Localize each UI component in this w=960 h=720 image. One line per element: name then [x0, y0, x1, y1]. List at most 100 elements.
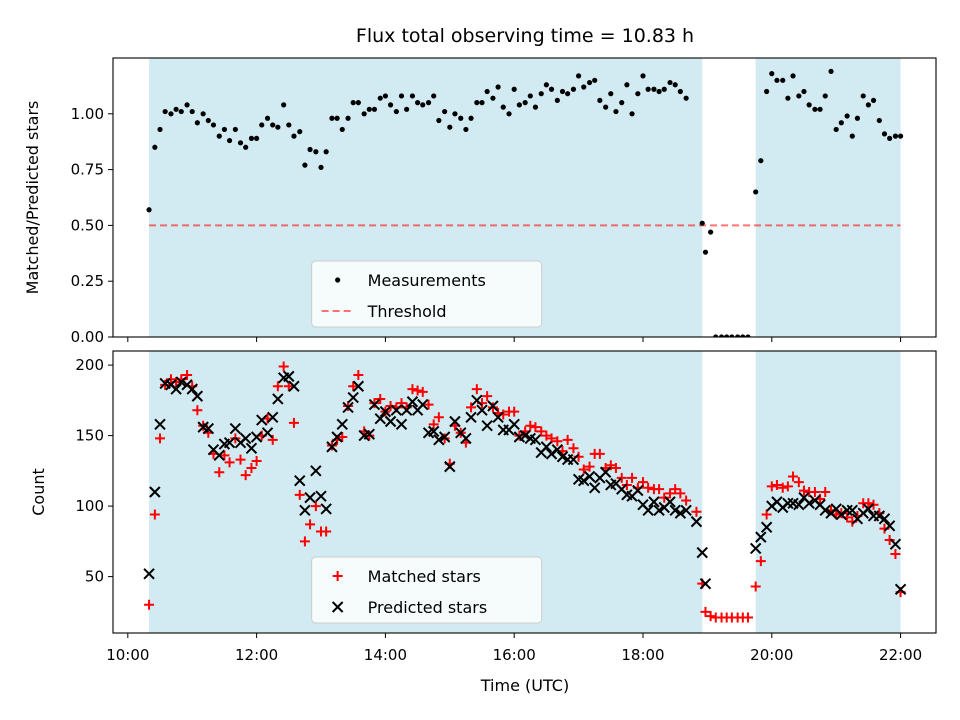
data-point	[246, 463, 257, 474]
data-point	[294, 489, 305, 500]
data-point	[648, 496, 660, 508]
data-point	[286, 122, 292, 128]
data-point	[329, 115, 335, 121]
data-point	[619, 100, 625, 106]
legend-marker	[332, 571, 343, 581]
data-point	[342, 401, 354, 414]
x-tick-label: 18:00	[621, 646, 664, 664]
data-point	[175, 376, 187, 388]
data-point	[793, 477, 804, 488]
data-point	[425, 100, 432, 106]
chart-title: Flux total observing time = 10.83 h	[356, 25, 694, 47]
data-point	[838, 120, 844, 126]
data-point	[713, 334, 719, 337]
data-point	[892, 133, 899, 139]
data-point	[541, 430, 552, 441]
data-point	[551, 443, 564, 456]
data-point	[375, 393, 386, 404]
data-point	[275, 124, 281, 130]
data-point	[264, 115, 271, 121]
data-point	[584, 461, 595, 472]
data-point	[554, 97, 560, 104]
data-point	[476, 404, 488, 416]
data-point	[310, 501, 321, 512]
data-point	[753, 189, 759, 195]
data-point	[266, 411, 279, 423]
data-point	[798, 485, 809, 496]
data-point	[624, 82, 630, 88]
data-point	[250, 431, 263, 443]
data-point	[326, 441, 338, 453]
data-point	[471, 394, 483, 407]
data-point	[616, 472, 627, 483]
data-point	[466, 402, 477, 413]
data-point	[200, 111, 206, 117]
data-point	[404, 106, 410, 112]
plot-area	[146, 58, 904, 337]
data-point	[586, 79, 593, 86]
x-tick-label: 22:00	[879, 646, 922, 664]
data-point	[627, 472, 638, 483]
x-tick-label: 14:00	[364, 646, 407, 664]
data-point	[806, 102, 812, 108]
data-point	[769, 71, 775, 77]
data-point	[245, 442, 258, 454]
data-point	[844, 113, 850, 119]
data-point	[348, 381, 359, 392]
data-point	[152, 144, 158, 150]
data-point	[608, 91, 614, 97]
data-point	[729, 334, 735, 337]
y-tick-label: 0.50	[71, 216, 104, 234]
data-point	[761, 509, 772, 520]
data-point	[516, 102, 522, 108]
data-point	[468, 115, 474, 121]
data-point	[790, 73, 796, 79]
data-point	[809, 487, 820, 497]
data-point	[310, 465, 322, 477]
data-point	[724, 334, 730, 337]
data-point	[578, 464, 589, 475]
data-point	[592, 77, 598, 83]
data-point	[267, 434, 278, 445]
data-point	[702, 249, 709, 255]
data-point	[162, 108, 168, 115]
data-point	[812, 106, 818, 112]
data-point	[304, 491, 316, 504]
data-point	[742, 612, 753, 623]
data-point	[568, 443, 579, 454]
data-point	[749, 542, 762, 555]
data-point	[165, 374, 176, 385]
data-point	[320, 503, 332, 515]
data-point	[463, 126, 469, 133]
data-point	[315, 490, 327, 502]
data-point	[820, 487, 831, 497]
data-point	[449, 415, 461, 428]
data-point	[822, 93, 828, 99]
data-point	[764, 88, 770, 95]
data-point	[849, 133, 855, 139]
data-point	[894, 583, 907, 595]
y-tick-label: 0.75	[71, 161, 104, 179]
data-point	[221, 126, 228, 133]
data-point	[374, 412, 386, 425]
data-point	[363, 428, 376, 440]
data-point	[385, 400, 396, 411]
data-point	[680, 504, 692, 517]
data-point	[155, 433, 166, 444]
data-point	[718, 334, 725, 337]
data-point	[251, 455, 262, 466]
data-point	[184, 102, 190, 108]
data-point	[189, 108, 195, 115]
data-point	[427, 425, 440, 438]
data-point	[291, 133, 297, 139]
data-point	[583, 470, 596, 483]
data-point	[705, 611, 716, 622]
data-point	[897, 133, 904, 139]
data-point	[471, 384, 482, 395]
legend-box	[311, 260, 543, 328]
data-point	[546, 433, 557, 444]
data-point	[436, 117, 442, 124]
data-point	[780, 77, 786, 83]
data-point	[656, 88, 662, 95]
axes-frame	[112, 57, 937, 338]
